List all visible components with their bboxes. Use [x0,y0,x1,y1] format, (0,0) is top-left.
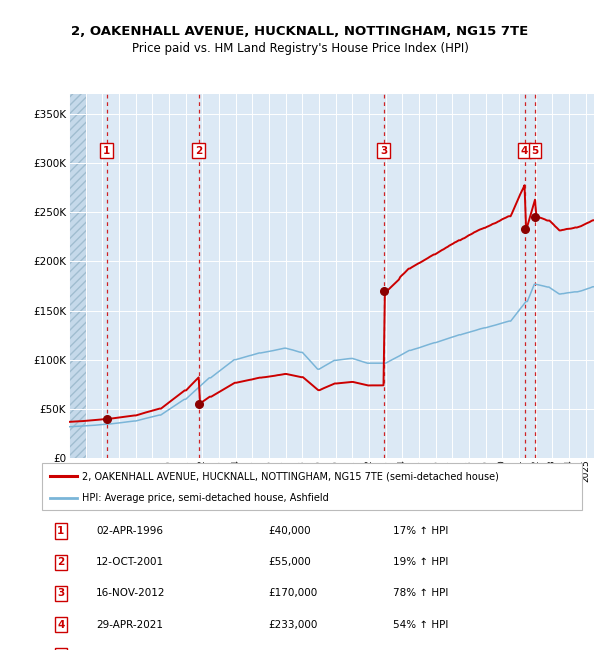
Text: 2, OAKENHALL AVENUE, HUCKNALL, NOTTINGHAM, NG15 7TE (semi-detached house): 2, OAKENHALL AVENUE, HUCKNALL, NOTTINGHA… [83,471,499,481]
Bar [69,94,86,458]
Text: £233,000: £233,000 [269,619,318,630]
Text: 2, OAKENHALL AVENUE, HUCKNALL, NOTTINGHAM, NG15 7TE: 2, OAKENHALL AVENUE, HUCKNALL, NOTTINGHA… [71,25,529,38]
Text: £170,000: £170,000 [269,588,318,599]
Text: 4: 4 [521,146,528,155]
Text: 3: 3 [380,146,387,155]
FancyBboxPatch shape [42,463,582,510]
Text: 78% ↑ HPI: 78% ↑ HPI [393,588,448,599]
Text: 12-OCT-2001: 12-OCT-2001 [96,557,164,567]
Text: 2: 2 [57,557,65,567]
Text: 3: 3 [57,588,65,599]
Text: 2: 2 [195,146,202,155]
Text: 1: 1 [103,146,110,155]
Text: Price paid vs. HM Land Registry's House Price Index (HPI): Price paid vs. HM Land Registry's House … [131,42,469,55]
Text: 4: 4 [57,619,65,630]
Text: 02-APR-1996: 02-APR-1996 [96,526,163,536]
Text: 16-NOV-2012: 16-NOV-2012 [96,588,166,599]
Text: 5: 5 [532,146,539,155]
Text: 19% ↑ HPI: 19% ↑ HPI [393,557,448,567]
Text: 17% ↑ HPI: 17% ↑ HPI [393,526,448,536]
Text: £55,000: £55,000 [269,557,311,567]
Text: 54% ↑ HPI: 54% ↑ HPI [393,619,448,630]
Text: HPI: Average price, semi-detached house, Ashfield: HPI: Average price, semi-detached house,… [83,493,329,502]
Text: 1: 1 [57,526,65,536]
Text: £40,000: £40,000 [269,526,311,536]
Bar [69,94,86,458]
Text: 29-APR-2021: 29-APR-2021 [96,619,163,630]
